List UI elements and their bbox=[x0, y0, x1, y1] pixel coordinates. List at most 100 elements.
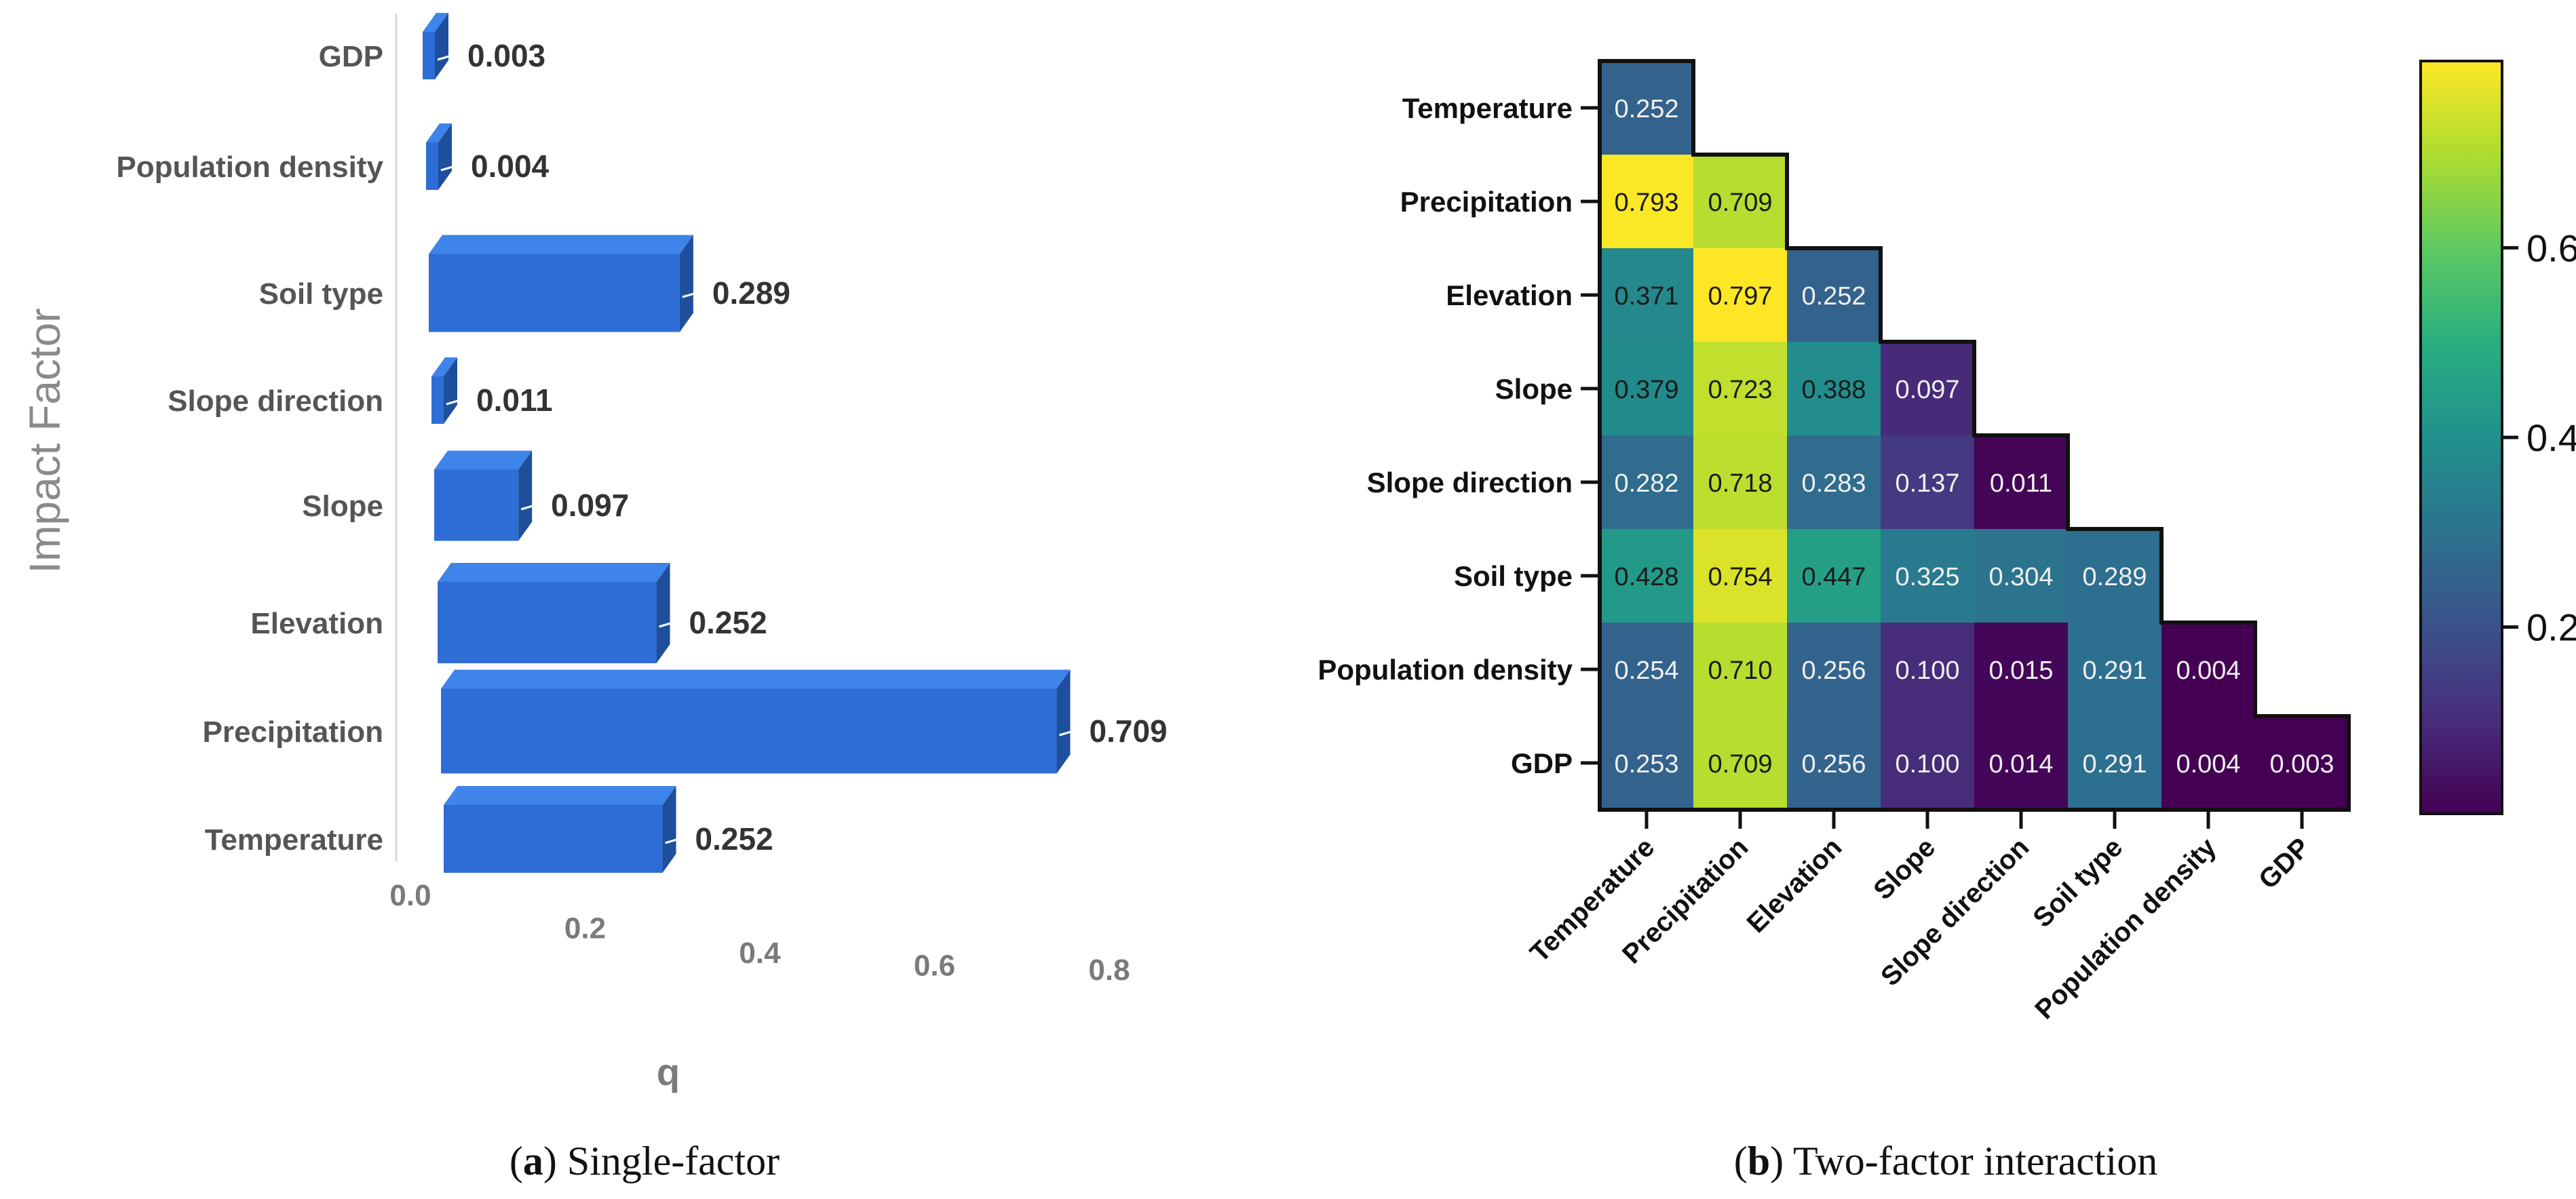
heatmap-colorbar: 0.2 0.4 0.6 bbox=[2419, 60, 2576, 815]
bar-gdp bbox=[423, 13, 448, 79]
heatmap-cell bbox=[2255, 716, 2349, 810]
caption-b-text: Two-factor interaction bbox=[1793, 1139, 2157, 1183]
heatmap-cell-label: 0.291 bbox=[2082, 750, 2147, 779]
bar-top-face bbox=[429, 235, 693, 254]
heatmap-cell-label: 0.282 bbox=[1614, 469, 1678, 498]
category-label: Elevation bbox=[250, 607, 383, 640]
heatmap-cell-label: 0.388 bbox=[1801, 376, 1866, 404]
heatmap-cell-label: 0.003 bbox=[2269, 750, 2334, 779]
heatmap-outline bbox=[1598, 59, 2351, 812]
value-label: 0.289 bbox=[712, 275, 790, 311]
heatmap-cell-label: 0.289 bbox=[2082, 563, 2147, 591]
bar-side-face bbox=[518, 450, 533, 541]
heatmap-cell bbox=[1974, 716, 2068, 810]
x-tick-label: 0.6 bbox=[914, 949, 955, 983]
heatmap-cell-label: 0.371 bbox=[1614, 282, 1678, 311]
caption-a-close-paren: ) bbox=[543, 1139, 567, 1183]
row-label: Slope bbox=[1495, 373, 1573, 405]
value-leader-line bbox=[520, 501, 545, 511]
heatmap-cell bbox=[1881, 435, 1974, 529]
value-label: 0.004 bbox=[471, 149, 550, 184]
column-label: Soil type bbox=[2027, 832, 2128, 933]
value-label: 0.097 bbox=[551, 488, 629, 523]
value-label: 0.011 bbox=[476, 382, 553, 418]
row-label: Soil type bbox=[1454, 560, 1573, 592]
colorbar-tick-label: 0.2 bbox=[2526, 606, 2576, 649]
bar-chart-category-labels: GDP Population density Soil type Slope dire… bbox=[116, 40, 383, 857]
bar-slope-direction bbox=[431, 357, 457, 424]
caption-a-letter: a bbox=[523, 1139, 543, 1183]
heatmap-cell bbox=[2161, 716, 2255, 810]
x-tick-label: 0.8 bbox=[1088, 954, 1130, 987]
heatmap-cell bbox=[1600, 529, 1693, 623]
heatmap-cell bbox=[1693, 435, 1787, 529]
row-label: Precipitation bbox=[1400, 186, 1573, 218]
heatmap-row-labels: Temperature Precipitation Elevation Slope Sl… bbox=[1318, 92, 1600, 779]
heatmap-cell-label: 0.252 bbox=[1614, 95, 1678, 123]
bar-front-face bbox=[444, 805, 663, 873]
bar-side-face bbox=[679, 235, 693, 332]
heatmap-cell bbox=[1600, 342, 1693, 435]
value-leader-line bbox=[659, 618, 683, 628]
heatmap-cell bbox=[1693, 716, 1787, 810]
heatmap-cell bbox=[1693, 529, 1787, 623]
heatmap-cell-label: 0.797 bbox=[1708, 282, 1772, 311]
heatmap-cell bbox=[1600, 623, 1693, 716]
bar-population-density bbox=[426, 123, 452, 190]
value-label: 0.003 bbox=[467, 38, 545, 73]
value-label: 0.709 bbox=[1090, 713, 1168, 749]
heatmap-cell bbox=[1787, 435, 1881, 529]
heatmap-cell-label: 0.793 bbox=[1614, 189, 1678, 217]
two-factor-interaction-heatmap: 0.252 0.793 0.709 0.371 0.797 0.252 0.379 0.723… bbox=[1318, 59, 2576, 1025]
heatmap-cell bbox=[1881, 623, 1974, 716]
value-leader-line bbox=[665, 835, 689, 844]
category-label: Slope bbox=[302, 490, 383, 523]
row-label: Temperature bbox=[1402, 92, 1573, 124]
heatmap-cell-label: 0.100 bbox=[1895, 656, 1959, 685]
value-leader-line bbox=[1059, 727, 1083, 736]
x-tick-label: 0.4 bbox=[739, 937, 781, 970]
bar-chart-bars bbox=[423, 13, 1071, 873]
colorbar-tick-label: 0.4 bbox=[2526, 416, 2576, 459]
bar-top-face bbox=[431, 357, 457, 376]
value-label: 0.252 bbox=[695, 821, 773, 857]
column-label: Elevation bbox=[1741, 832, 1847, 939]
heatmap-cell bbox=[1600, 716, 1693, 810]
caption-a-open-paren: ( bbox=[510, 1139, 523, 1183]
heatmap-cell-label: 0.379 bbox=[1614, 376, 1678, 404]
heatmap-cell bbox=[2068, 529, 2161, 623]
value-leader-line bbox=[437, 52, 461, 61]
x-tick-label: 0.0 bbox=[389, 879, 431, 912]
heatmap-cell-label: 0.011 bbox=[1990, 469, 2052, 498]
caption-b-close-paren: ) bbox=[1770, 1139, 1793, 1183]
heatmap-cell bbox=[2068, 716, 2161, 810]
caption-a-text: Single-factor bbox=[567, 1139, 780, 1183]
heatmap-cell-label: 0.447 bbox=[1801, 563, 1866, 591]
single-factor-bar-chart: 0.0 0.2 0.4 0.6 0.8 GDP Population density Soi… bbox=[20, 13, 1168, 1093]
heatmap-cell-label: 0.097 bbox=[1895, 376, 1959, 404]
colorbar-gradient bbox=[2419, 60, 2503, 815]
heatmap-cell bbox=[2161, 623, 2255, 716]
column-label: Population density bbox=[2029, 832, 2223, 1025]
heatmap-cell bbox=[1881, 716, 1974, 810]
value-leader-line bbox=[682, 289, 706, 298]
heatmap-cell bbox=[1693, 248, 1787, 342]
column-label: GDP bbox=[2253, 832, 2315, 895]
colorbar-ticks: 0.2 0.4 0.6 bbox=[2502, 227, 2576, 649]
row-label: GDP bbox=[1511, 747, 1573, 779]
value-label: 0.252 bbox=[689, 605, 767, 640]
heatmap-cell-label: 0.283 bbox=[1801, 469, 1866, 498]
value-leader-line bbox=[440, 162, 465, 172]
category-label: Temperature bbox=[205, 823, 383, 857]
heatmap-cell-label: 0.015 bbox=[1988, 656, 2053, 685]
heatmap-cell bbox=[1787, 342, 1881, 435]
column-label: Slope bbox=[1868, 832, 1941, 905]
heatmap-cell-label: 0.709 bbox=[1708, 189, 1772, 217]
heatmap-cell-label: 0.723 bbox=[1708, 376, 1772, 404]
heatmap-cell bbox=[1600, 248, 1693, 342]
bar-side-face bbox=[662, 786, 676, 873]
heatmap-cell bbox=[1787, 529, 1881, 623]
bar-chart-y-axis-title: Impact Factor bbox=[20, 308, 69, 573]
heatmap-cell-label: 0.004 bbox=[2176, 750, 2240, 779]
bar-slope bbox=[434, 450, 533, 541]
